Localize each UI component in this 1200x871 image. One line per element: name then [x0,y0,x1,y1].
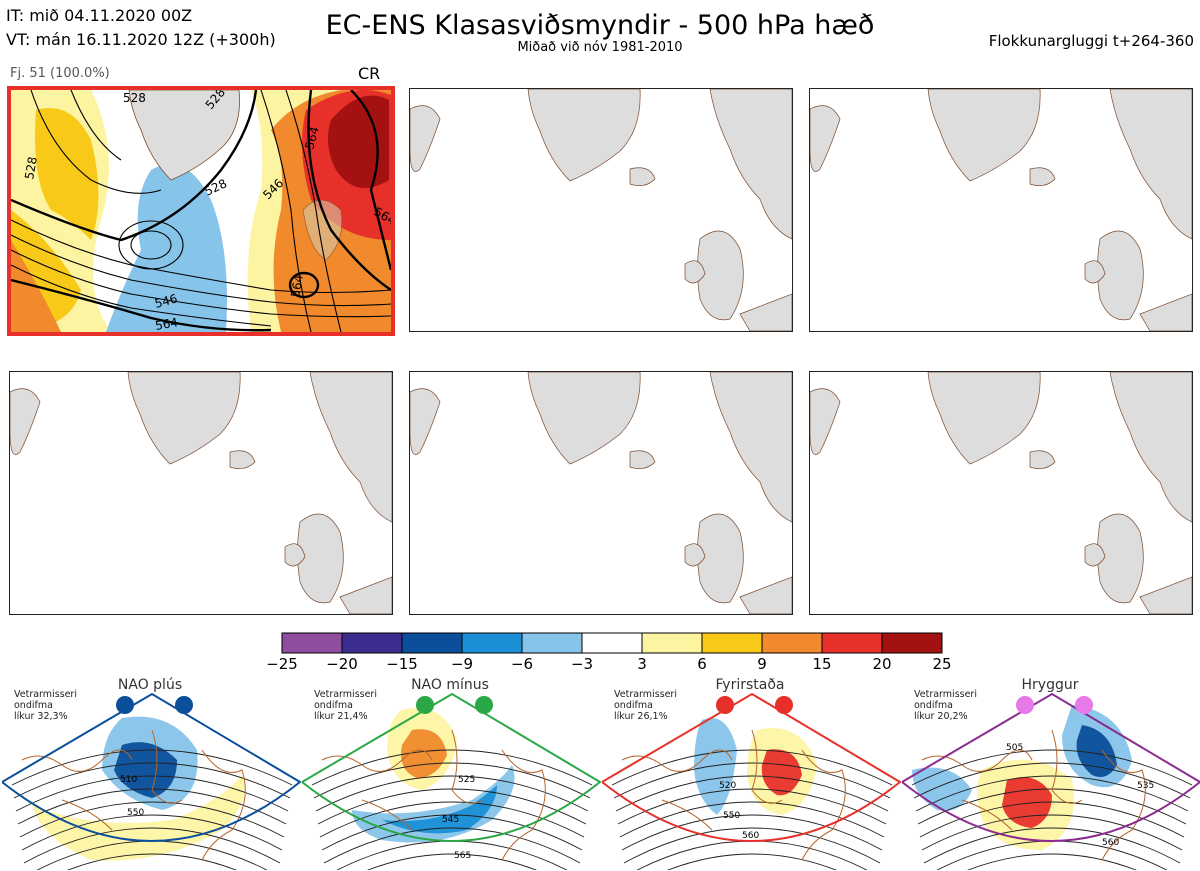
colorbar-tick-label: 6 [697,655,707,673]
regime-note-line: líkur 32,3% [14,711,68,722]
colorbar-tick-label: −15 [386,655,418,673]
colorbar-cell [401,632,463,654]
regime-contour-label: 550 [723,811,740,821]
colorbar-tick-label: 25 [932,655,952,673]
regime-contour-label: 520 [719,781,736,791]
regime-note-line: Vetrarmisseri [314,689,377,700]
regime-note-line: ondifma [914,700,953,711]
colorbar-cell [761,632,823,654]
regime-contour-label: 545 [442,815,459,825]
colorbar-tick-label: −3 [570,655,594,673]
initial-time: IT: mið 04.11.2020 00Z [6,6,193,25]
colorbar-cell [701,632,763,654]
cluster-map-2-canvas [410,89,792,331]
regime-note: Vetrarmisseri ondifma líkur 21,4% [314,689,377,722]
classification-window: Flokkunargluggi t+264-360 [988,32,1194,50]
cluster-map-1[interactable]: 528 528 528 546 546 564 564 564 564 528 [7,86,395,336]
regime-contour-label: 560 [742,831,759,841]
regime-fan: 505 535 560 [902,692,1200,870]
regime-note: Vetrarmisseri ondifma líkur 32,3% [14,689,77,722]
climatology-subtitle: Miðað við nóv 1981-2010 [517,40,683,55]
regime-contour-label: 505 [1006,743,1023,753]
regime-marker [1075,696,1093,714]
contour-label: 528 [123,91,146,105]
page-title: EC-ENS Klasasviðsmyndir - 500 hPa hæð [325,10,875,41]
regime-code-label: CR [358,64,381,83]
regime-note-line: ondifma [14,700,53,711]
regime-note: Vetrarmisseri ondifma líkur 20,2% [914,689,977,722]
regime-marker [175,696,193,714]
colorbar-cell [281,632,343,654]
regime-marker [416,696,434,714]
regime-marker [716,696,734,714]
colorbar-tick-label: 3 [637,655,647,673]
anomaly-colorbar [281,632,943,654]
cluster-map-5[interactable] [409,371,793,615]
regime-title: Hryggur [1021,677,1079,693]
regime-contour-label: 510 [120,775,137,785]
contour-label: 564 [288,274,306,299]
regime-note-line: líkur 20,2% [914,711,968,722]
colorbar-tick-label: −20 [326,655,358,673]
colorbar-cell [521,632,583,654]
colorbar-cell [461,632,523,654]
regime-note-line: ondifma [614,700,653,711]
cluster-map-4[interactable] [9,371,393,615]
colorbar-tick-label: −6 [510,655,534,673]
contour-label: 528 [202,176,229,198]
cluster-map-1-canvas: 528 528 528 546 546 564 564 564 564 528 [11,90,391,332]
regime-note-line: líkur 21,4% [314,711,368,722]
regime-title: Fyrirstaða [715,677,785,693]
regime-contour-label: 565 [454,851,471,861]
regime-marker [116,696,134,714]
colorbar-tick-label: 20 [872,655,892,673]
regime-title: NAO mínus [411,677,489,693]
colorbar-tick-label: 9 [757,655,767,673]
regime-fan: 525 545 565 [302,692,602,870]
colorbar-tick-label: 15 [812,655,832,673]
regime-note-line: Vetrarmisseri [614,689,677,700]
regime-note-line: líkur 26,1% [614,711,668,722]
colorbar-cell [341,632,403,654]
regime-note-line: Vetrarmisseri [14,689,77,700]
cluster-map-5-canvas [410,372,792,614]
regime-contour-label: 560 [1102,838,1119,848]
colorbar-cell [821,632,883,654]
contour-label: 564 [154,315,179,332]
regime-marker [775,696,793,714]
regime-contour-label: 535 [1137,781,1154,791]
regime-note-line: ondifma [314,700,353,711]
colorbar-tick-label: −25 [266,655,298,673]
contour-label: 564 [302,125,321,151]
colorbar-cell [641,632,703,654]
regime-note: Vetrarmisseri ondifma líkur 26,1% [614,689,677,722]
cluster-map-6-canvas [810,372,1192,614]
regime-marker [475,696,493,714]
contour-label: 546 [153,291,179,310]
valid-time: VT: mán 16.11.2020 12Z (+300h) [6,30,276,49]
regime-marker [1016,696,1034,714]
regime-contour-label: 550 [127,808,144,818]
colorbar-tick-label: −9 [450,655,474,673]
regime-note-line: Vetrarmisseri [914,689,977,700]
colorbar-cell [581,632,643,654]
cluster-map-4-canvas [10,372,392,614]
regime-fan: 510 550 [2,692,302,870]
cluster-map-6[interactable] [809,371,1193,615]
regime-title: NAO plús [117,677,183,693]
cluster-map-2[interactable] [409,88,793,332]
regime-contour-label: 525 [458,775,475,785]
colorbar-cell [881,632,943,654]
cluster-map-3-canvas [810,89,1192,331]
cluster-map-3[interactable] [809,88,1193,332]
contour-label: 528 [22,156,40,181]
member-count-label: Fj. 51 (100.0%) [10,66,110,81]
